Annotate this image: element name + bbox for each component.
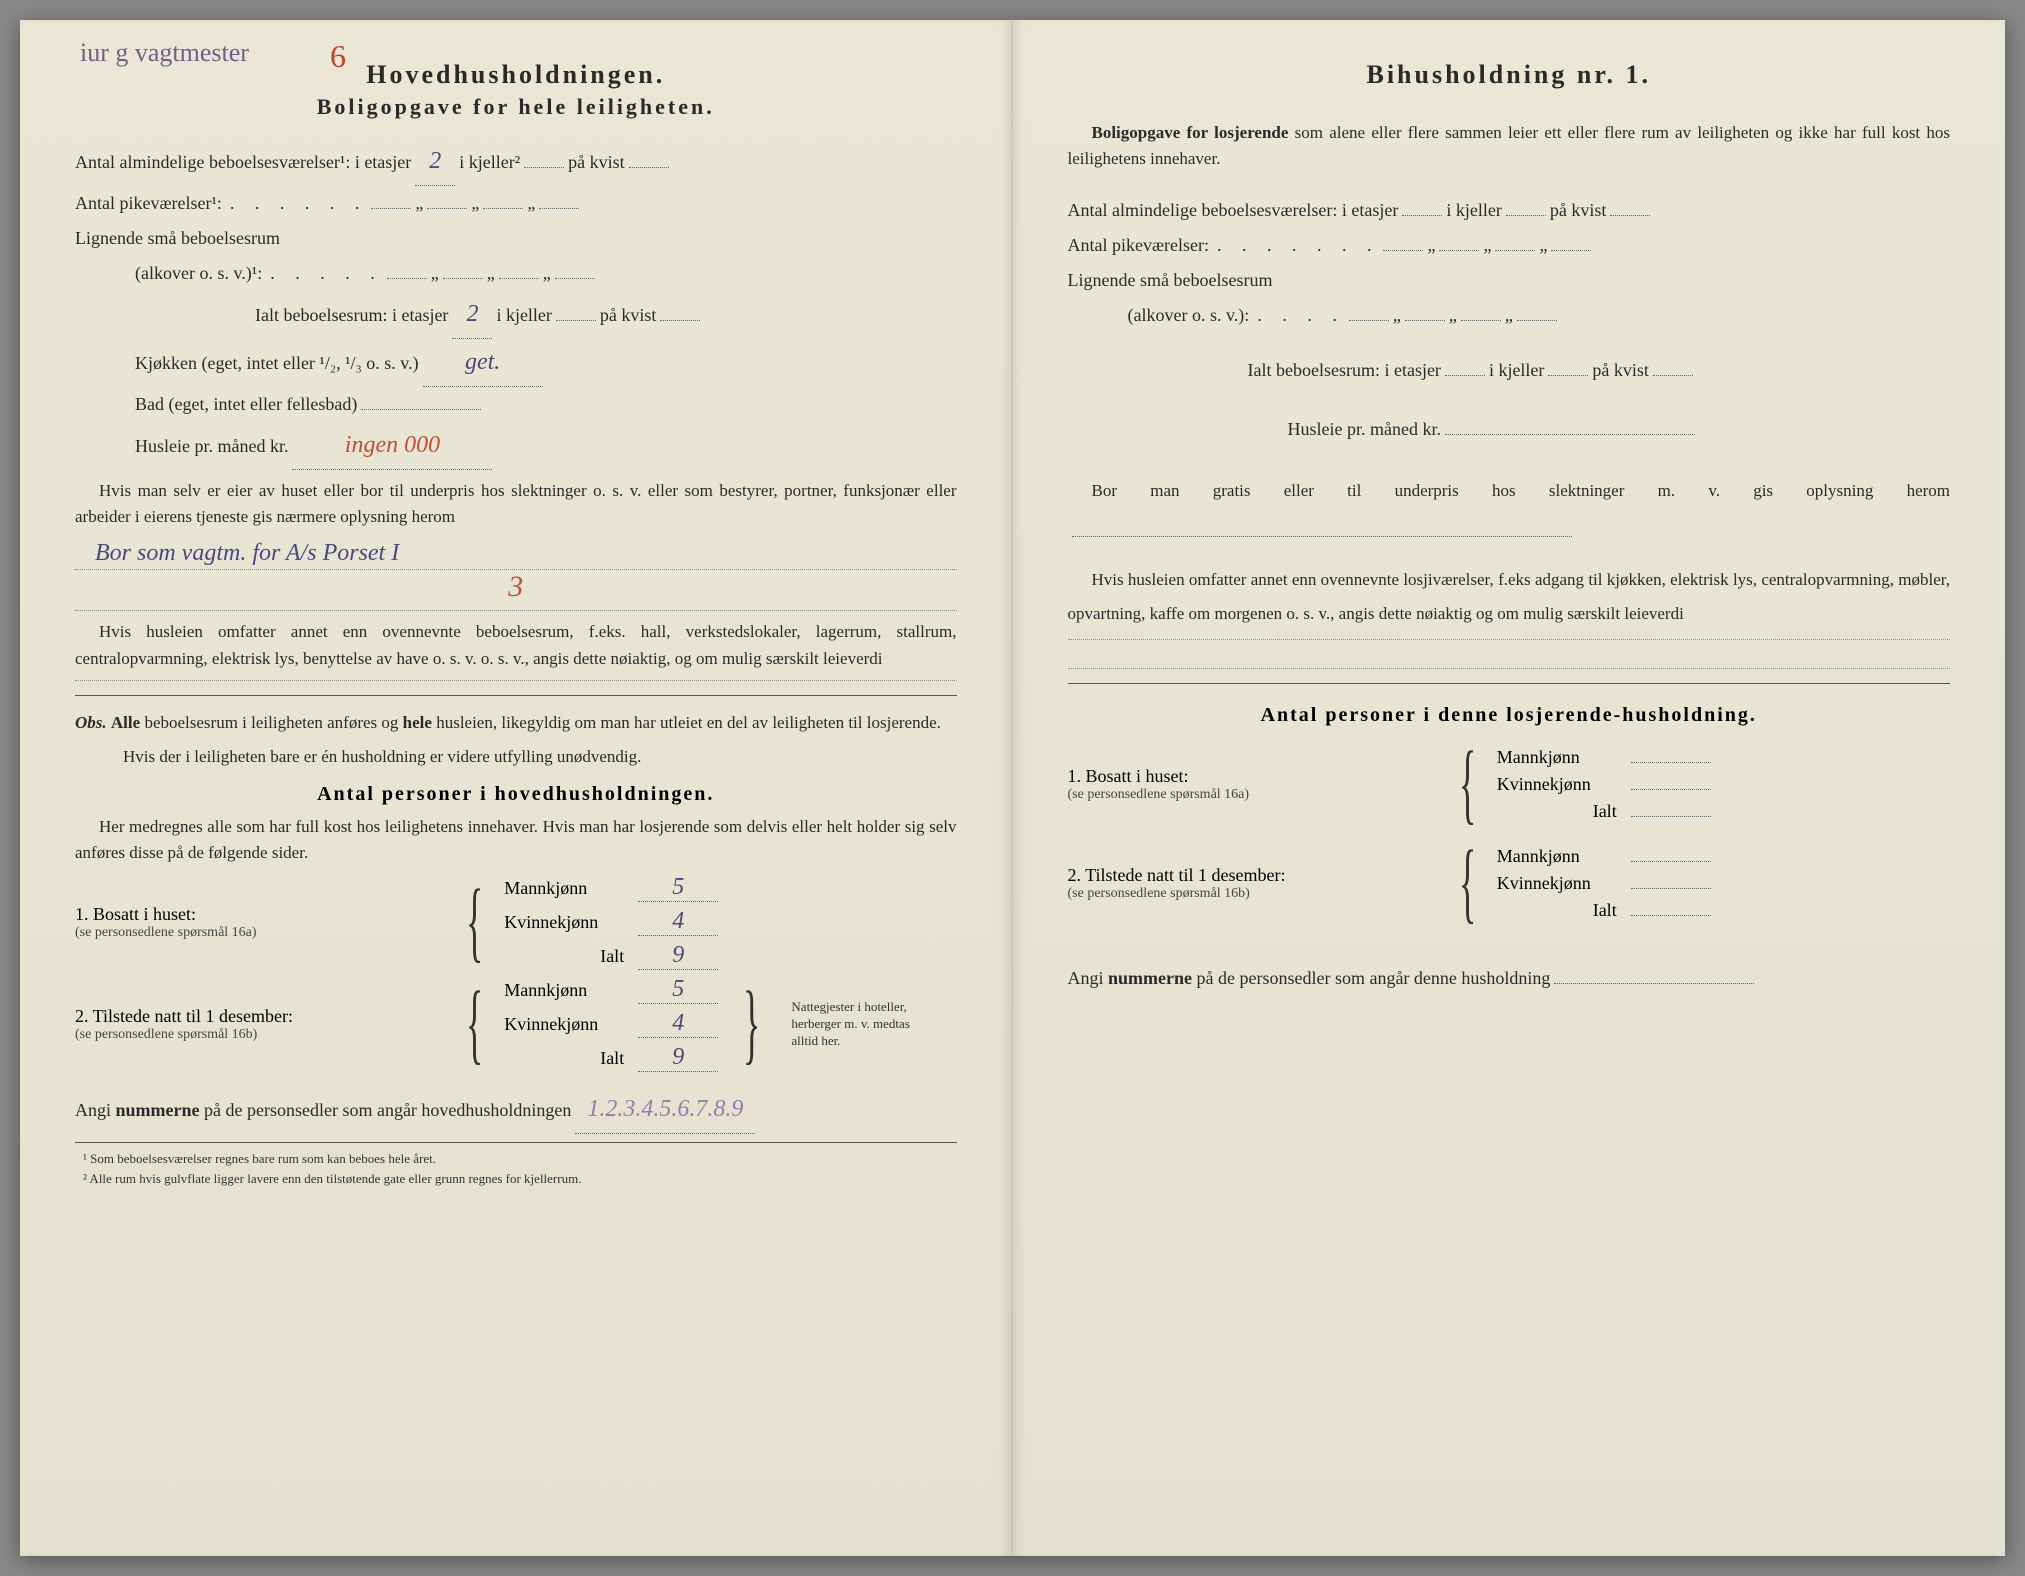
handwritten-owner-line: Bor som vagtm. for A/s Porset I [95, 540, 399, 566]
handwritten-annotation-top: iur g vagtmester [80, 38, 249, 68]
footnote-2: ² Alle rum hvis gulvflate ligger lavere … [75, 1171, 957, 1187]
angi-line: Angi nummerne på de personsedler som ang… [75, 1086, 957, 1134]
bad-blank [361, 409, 481, 410]
q2-mann: 5 [638, 976, 718, 1004]
ialt-label: Ialt beboelsesrum: i etasjer [255, 298, 448, 333]
right-intro: Boligopgave for losjerende som alene ell… [1068, 120, 1951, 173]
q2-sub: (se personsedlene spørsmål 16b) [75, 1027, 445, 1043]
left-section2-title: Antal personer i hovedhusholdningen. [75, 783, 957, 806]
para-eier: Hvis man selv er eier av huset eller bor… [75, 478, 957, 531]
document-spread: iur g vagtmester 6 Hovedhusholdningen. B… [20, 20, 2005, 1556]
left-page: iur g vagtmester 6 Hovedhusholdningen. B… [20, 20, 1013, 1556]
r-para1: Bor man gratis eller til underpris hos s… [1068, 471, 1951, 553]
brace-icon: { [1458, 847, 1475, 919]
alkover-line1: Lignende små beboelsesrum [75, 221, 957, 256]
rooms-kvist-label: på kvist [568, 145, 625, 180]
husleie-label: Husleie pr. måned kr. [135, 429, 288, 464]
q1-mann: 5 [638, 874, 718, 902]
obs-block: Obs. Alle beboelsesrum i leiligheten anf… [75, 710, 957, 736]
rooms-etasjer-value: 2 [415, 138, 455, 186]
brace-icon: { [466, 988, 483, 1060]
brace-icon: } [743, 988, 760, 1060]
right-page: Bihusholdning nr. 1. Boligopgave for los… [1013, 20, 2006, 1556]
right-title: Bihusholdning nr. 1. [1068, 60, 1951, 90]
q1-label: 1. Bosatt i huset: [75, 904, 445, 925]
q2-label: 2. Tilstede natt til 1 desember: [75, 1006, 445, 1027]
brace-icon: { [1458, 748, 1475, 820]
q2-kvinne: 4 [638, 1010, 718, 1038]
r-husleie-line: Husleie pr. måned kr. [1068, 412, 1951, 447]
alkover-line2: (alkover o. s. v.)¹: . . . . . „ „ „ [75, 256, 957, 291]
rooms-kjeller-blank [524, 167, 564, 168]
r-alkover-2: (alkover o. s. v.): . . . . „ „ „ [1068, 298, 1951, 333]
brace-icon: { [466, 886, 483, 958]
r-q2-row: 2. Tilstede natt til 1 desember: (se per… [1068, 846, 1951, 921]
q1-ialt: 9 [638, 942, 718, 970]
r-para2: Hvis husleien omfatter annet enn ovennev… [1068, 563, 1951, 631]
q1-row: 1. Bosatt i huset: (se personsedlene spø… [75, 874, 957, 970]
angi-value: 1.2.3.4.5.6.7.8.9 [575, 1086, 755, 1134]
side-note: Nattegjester i hoteller, herberger m. v.… [791, 999, 921, 1050]
husleie-line: Husleie pr. måned kr. ingen 000 [75, 422, 957, 470]
ialt-rooms-line: Ialt beboelsesrum: i etasjer 2 i kjeller… [75, 291, 957, 339]
q1-kvinne: 4 [638, 908, 718, 936]
husleie-value: ingen 000 [292, 422, 492, 470]
r-q2-label: 2. Tilstede natt til 1 desember: [1068, 865, 1438, 886]
obs-line2: Hvis der i leiligheten bare er én hushol… [75, 744, 957, 770]
r-q1-sub: (se personsedlene spørsmål 16a) [1068, 787, 1438, 803]
r-angi-line: Angi nummerne på de personsedler som ang… [1068, 961, 1951, 996]
rooms-line: Antal almindelige beboelsesværelser¹: i … [75, 138, 957, 186]
ialt-etasjer-value: 2 [452, 291, 492, 339]
left-subtitle: Boligopgave for hele leiligheten. [75, 94, 957, 120]
bad-line: Bad (eget, intet eller fellesbad) [75, 387, 957, 422]
q2-row: 2. Tilstede natt til 1 desember: (se per… [75, 976, 957, 1072]
q2-ialt: 9 [638, 1044, 718, 1072]
rooms-label: Antal almindelige beboelsesværelser¹: i … [75, 145, 411, 180]
r-pike-line: Antal pikeværelser: . . . . . . . „ „ „ [1068, 228, 1951, 263]
handwritten-annotation-6: 6 [330, 38, 346, 75]
r-q2-sub: (se personsedlene spørsmål 16b) [1068, 886, 1438, 902]
kjokken-value: get. [423, 339, 543, 387]
rooms-kvist-blank [629, 167, 669, 168]
rooms-kjeller-label: i kjeller² [459, 145, 520, 180]
r-q1-row: 1. Bosatt i huset: (se personsedlene spø… [1068, 747, 1951, 822]
r-section2-title: Antal personer i denne losjerende-hushol… [1068, 704, 1951, 727]
pike-label: Antal pikeværelser¹: [75, 186, 222, 221]
q1-sub: (se personsedlene spørsmål 16a) [75, 925, 445, 941]
kjokken-line: Kjøkken (eget, intet eller ¹/₂, ¹/₃ o. s… [75, 339, 957, 387]
section2-intro: Her medregnes alle som har full kost hos… [75, 814, 957, 867]
r-q1-label: 1. Bosatt i huset: [1068, 766, 1438, 787]
para-husleie-annet: Hvis husleien omfatter annet enn ovennev… [75, 619, 957, 672]
r-alkover-1: Lignende små beboelsesrum [1068, 263, 1951, 298]
handwritten-3: 3 [508, 570, 523, 603]
pike-line: Antal pikeværelser¹: . . . . . . „ „ „ [75, 186, 957, 221]
kjokken-label: Kjøkken (eget, intet eller ¹/₂, ¹/₃ o. s… [135, 346, 419, 381]
r-rooms-line: Antal almindelige beboelsesværelser: i e… [1068, 193, 1951, 228]
r-ialt-line: Ialt beboelsesrum: i etasjer i kjeller p… [1068, 353, 1951, 388]
footnote-1: ¹ Som beboelsesværelser regnes bare rum … [75, 1151, 957, 1167]
bad-label: Bad (eget, intet eller fellesbad) [135, 387, 357, 422]
